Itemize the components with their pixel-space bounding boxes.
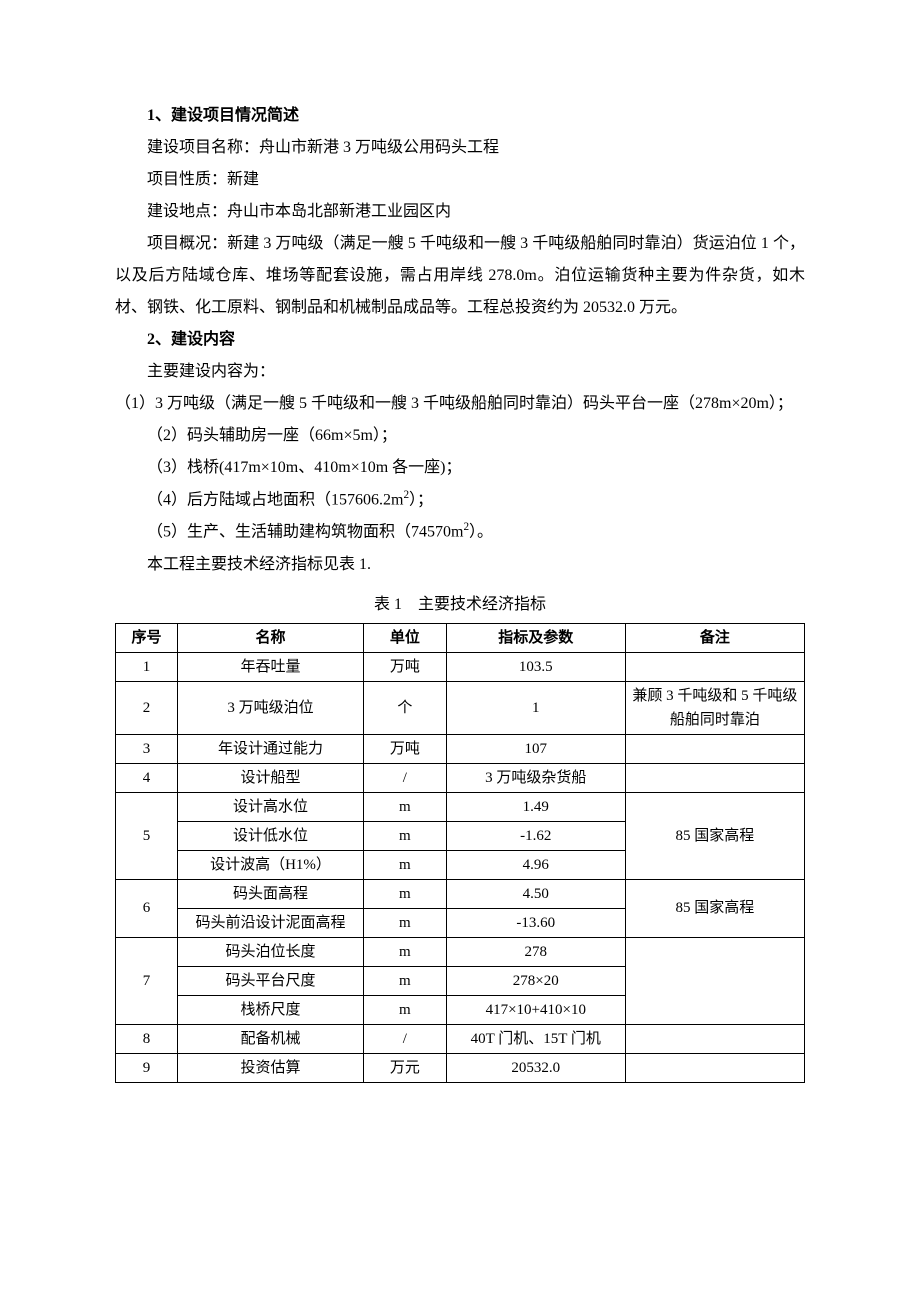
table-row: 4 设计船型 / 3 万吨级杂货船 (116, 763, 805, 792)
section-2-p5-pre: （4）后方陆域占地面积（157606.2m (147, 491, 403, 508)
cell-unit: m (364, 937, 447, 966)
cell-name: 年设计通过能力 (178, 734, 364, 763)
cell-unit: 万吨 (364, 652, 447, 681)
cell-seq: 4 (116, 763, 178, 792)
cell-remark (625, 734, 804, 763)
cell-seq: 8 (116, 1024, 178, 1053)
cell-param: 107 (446, 734, 625, 763)
cell-param: 1 (446, 681, 625, 734)
cell-param: 1.49 (446, 792, 625, 821)
section-2-p7: 本工程主要技术经济指标见表 1. (115, 549, 805, 581)
cell-param: 3 万吨级杂货船 (446, 763, 625, 792)
th-name: 名称 (178, 623, 364, 652)
section-1-p1: 建设项目名称：舟山市新港 3 万吨级公用码头工程 (115, 132, 805, 164)
cell-param: 40T 门机、15T 门机 (446, 1024, 625, 1053)
table-header-row: 序号 名称 单位 指标及参数 备注 (116, 623, 805, 652)
cell-remark (625, 763, 804, 792)
cell-seq: 5 (116, 792, 178, 879)
th-param: 指标及参数 (446, 623, 625, 652)
cell-remark: 85 国家高程 (625, 792, 804, 879)
cell-param: 4.50 (446, 879, 625, 908)
table-row: 2 3 万吨级泊位 个 1 兼顾 3 千吨级和 5 千吨级船舶同时靠泊 (116, 681, 805, 734)
section-1-p2: 项目性质：新建 (115, 164, 805, 196)
cell-seq: 9 (116, 1053, 178, 1082)
cell-seq: 2 (116, 681, 178, 734)
cell-remark: 85 国家高程 (625, 879, 804, 937)
cell-param: 278×20 (446, 966, 625, 995)
cell-remark (625, 652, 804, 681)
cell-name: 设计高水位 (178, 792, 364, 821)
section-2-p2: （1）3 万吨级（满足一艘 5 千吨级和一艘 3 千吨级船舶同时靠泊）码头平台一… (115, 388, 805, 420)
table-row: 8 配备机械 / 40T 门机、15T 门机 (116, 1024, 805, 1053)
section-2-p6-pre: （5）生产、生活辅助建构筑物面积（74570m (147, 524, 463, 541)
cell-seq: 1 (116, 652, 178, 681)
cell-unit: m (364, 792, 447, 821)
section-2-p5-post: ）； (409, 491, 433, 508)
cell-param: -13.60 (446, 908, 625, 937)
cell-name: 码头平台尺度 (178, 966, 364, 995)
section-2-p6-post: ）。 (469, 524, 493, 541)
indicators-table: 序号 名称 单位 指标及参数 备注 1 年吞吐量 万吨 103.5 2 3 万吨… (115, 623, 805, 1083)
section-2-p5: （4）后方陆域占地面积（157606.2m2）； (115, 484, 805, 516)
th-seq: 序号 (116, 623, 178, 652)
cell-name: 设计波高（H1%） (178, 850, 364, 879)
cell-name: 3 万吨级泊位 (178, 681, 364, 734)
cell-unit: / (364, 763, 447, 792)
table-row: 1 年吞吐量 万吨 103.5 (116, 652, 805, 681)
section-1-p4: 项目概况：新建 3 万吨级（满足一艘 5 千吨级和一艘 3 千吨级船舶同时靠泊）… (115, 228, 805, 324)
cell-param: 278 (446, 937, 625, 966)
table-row: 9 投资估算 万元 20532.0 (116, 1053, 805, 1082)
cell-param: 20532.0 (446, 1053, 625, 1082)
th-remark: 备注 (625, 623, 804, 652)
cell-name: 投资估算 (178, 1053, 364, 1082)
section-1-heading: 1、建设项目情况简述 (115, 100, 805, 132)
cell-unit: m (364, 821, 447, 850)
cell-unit: m (364, 850, 447, 879)
table-row: 5 设计高水位 m 1.49 85 国家高程 (116, 792, 805, 821)
section-1-p3: 建设地点：舟山市本岛北部新港工业园区内 (115, 196, 805, 228)
cell-unit: m (364, 966, 447, 995)
cell-seq: 7 (116, 937, 178, 1024)
cell-name: 设计船型 (178, 763, 364, 792)
cell-unit: / (364, 1024, 447, 1053)
cell-name: 设计低水位 (178, 821, 364, 850)
cell-param: 4.96 (446, 850, 625, 879)
cell-param: 417×10+410×10 (446, 995, 625, 1024)
table-row: 7 码头泊位长度 m 278 (116, 937, 805, 966)
section-2-p4: （3）栈桥(417m×10m、410m×10m 各一座)； (115, 452, 805, 484)
cell-name: 年吞吐量 (178, 652, 364, 681)
cell-unit: 个 (364, 681, 447, 734)
cell-name: 码头泊位长度 (178, 937, 364, 966)
th-unit: 单位 (364, 623, 447, 652)
table-row: 6 码头面高程 m 4.50 85 国家高程 (116, 879, 805, 908)
cell-unit: m (364, 995, 447, 1024)
section-2-p6: （5）生产、生活辅助建构筑物面积（74570m2）。 (115, 516, 805, 548)
cell-param: -1.62 (446, 821, 625, 850)
table-row: 3 年设计通过能力 万吨 107 (116, 734, 805, 763)
cell-name: 配备机械 (178, 1024, 364, 1053)
table-caption: 表 1 主要技术经济指标 (115, 589, 805, 621)
cell-name: 栈桥尺度 (178, 995, 364, 1024)
section-2-p1: 主要建设内容为： (115, 356, 805, 388)
cell-remark (625, 1053, 804, 1082)
cell-name: 码头面高程 (178, 879, 364, 908)
cell-unit: 万元 (364, 1053, 447, 1082)
section-2-heading: 2、建设内容 (115, 324, 805, 356)
cell-seq: 3 (116, 734, 178, 763)
cell-unit: m (364, 879, 447, 908)
cell-name: 码头前沿设计泥面高程 (178, 908, 364, 937)
cell-remark (625, 1024, 804, 1053)
cell-unit: m (364, 908, 447, 937)
section-2-p3: （2）码头辅助房一座（66m×5m）； (115, 420, 805, 452)
cell-unit: 万吨 (364, 734, 447, 763)
cell-param: 103.5 (446, 652, 625, 681)
cell-remark: 兼顾 3 千吨级和 5 千吨级船舶同时靠泊 (625, 681, 804, 734)
cell-seq: 6 (116, 879, 178, 937)
cell-remark (625, 937, 804, 1024)
